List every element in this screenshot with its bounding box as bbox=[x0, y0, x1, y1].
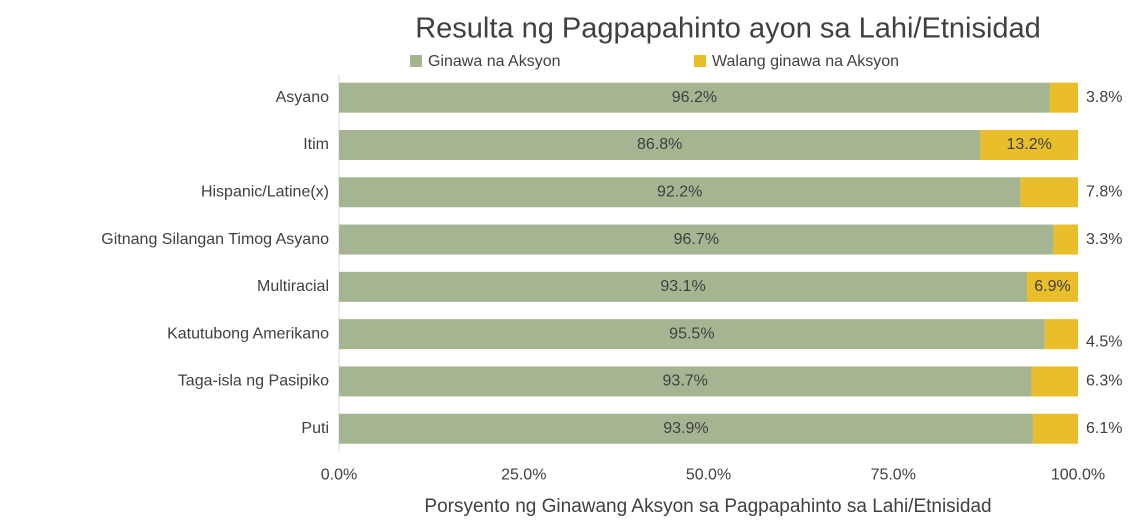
bar-segment bbox=[1049, 82, 1078, 113]
data-label: 3.3% bbox=[1086, 231, 1122, 248]
data-label: 7.8% bbox=[1086, 183, 1122, 200]
data-label: 93.9% bbox=[663, 420, 708, 437]
y-tick-label: Gitnang Silangan Timog Asyano bbox=[101, 231, 329, 248]
bar-segment bbox=[980, 129, 1078, 160]
chart-title: Resulta ng Pagpapahinto ayon sa Lahi/Etn… bbox=[415, 13, 1041, 45]
data-label: 95.5% bbox=[669, 325, 714, 342]
bar-segment bbox=[1044, 319, 1078, 350]
bar-segment bbox=[1053, 224, 1078, 255]
legend-swatch bbox=[694, 55, 706, 67]
data-label: 6.3% bbox=[1086, 373, 1122, 390]
x-tick-label: 0.0% bbox=[321, 467, 357, 484]
y-tick-label: Itim bbox=[303, 136, 329, 153]
bar-segment bbox=[339, 271, 1028, 302]
bar-segment bbox=[339, 224, 1054, 255]
bar-segment bbox=[1032, 413, 1078, 444]
y-tick-label: Katutubong Amerikano bbox=[167, 325, 329, 342]
y-tick-label: Asyano bbox=[276, 89, 329, 106]
bar-segment bbox=[339, 177, 1021, 208]
legend-label: Walang ginawa na Aksyon bbox=[712, 53, 899, 70]
x-tick-label: 25.0% bbox=[501, 467, 546, 484]
bar-segment bbox=[1020, 177, 1078, 208]
bar-segment bbox=[339, 413, 1033, 444]
bar-segment bbox=[339, 129, 981, 160]
y-tick-label: Multiracial bbox=[257, 278, 329, 295]
x-tick-label: 50.0% bbox=[686, 467, 731, 484]
x-tick-label: 100.0% bbox=[1051, 467, 1105, 484]
data-label: 93.7% bbox=[663, 373, 708, 390]
legend-label: Ginawa na Aksyon bbox=[428, 53, 561, 70]
data-label: 6.1% bbox=[1086, 420, 1122, 437]
bar-segment bbox=[1031, 366, 1078, 397]
data-label: 92.2% bbox=[657, 183, 702, 200]
bar-segment bbox=[339, 319, 1045, 350]
y-tick-label: Hispanic/Latine(x) bbox=[201, 183, 329, 200]
bar-segment bbox=[339, 82, 1050, 113]
bar-segment bbox=[339, 366, 1032, 397]
data-label: 96.2% bbox=[672, 89, 717, 106]
data-label: 13.2% bbox=[1007, 136, 1052, 153]
data-label: 3.8% bbox=[1086, 89, 1122, 106]
x-tick-label: 75.0% bbox=[871, 467, 916, 484]
x-axis-title: Porsyento ng Ginawang Aksyon sa Pagpapah… bbox=[424, 496, 991, 517]
data-label: 6.9% bbox=[1034, 278, 1070, 295]
y-tick-label: Taga-isla ng Pasipiko bbox=[178, 373, 329, 390]
bar-segment bbox=[1027, 271, 1078, 302]
legend-swatch bbox=[410, 55, 422, 67]
y-tick-label: Puti bbox=[301, 420, 329, 437]
data-label: 4.5% bbox=[1086, 333, 1122, 350]
data-label: 96.7% bbox=[674, 231, 719, 248]
data-label: 86.8% bbox=[637, 136, 682, 153]
data-label: 93.1% bbox=[660, 278, 705, 295]
